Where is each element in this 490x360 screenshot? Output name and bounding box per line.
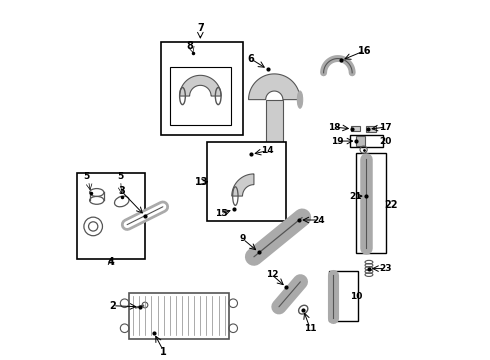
Text: 11: 11 xyxy=(304,324,316,333)
Text: 7: 7 xyxy=(197,23,204,33)
Text: 16: 16 xyxy=(358,46,371,56)
Text: 24: 24 xyxy=(312,216,324,225)
Bar xyxy=(351,126,360,131)
Text: 10: 10 xyxy=(349,292,362,301)
Bar xyxy=(170,67,231,125)
Bar xyxy=(77,173,145,258)
Text: 14: 14 xyxy=(261,146,273,155)
Text: 17: 17 xyxy=(379,123,392,132)
Bar xyxy=(356,136,366,146)
Bar xyxy=(207,143,286,221)
Text: 23: 23 xyxy=(379,264,392,273)
Bar xyxy=(161,42,243,135)
Text: 21: 21 xyxy=(349,192,361,201)
Text: 3: 3 xyxy=(119,186,125,197)
Polygon shape xyxy=(248,74,300,100)
Bar xyxy=(356,153,386,253)
Text: 19: 19 xyxy=(331,136,343,145)
Text: 12: 12 xyxy=(266,270,278,279)
Bar xyxy=(266,100,283,144)
Ellipse shape xyxy=(297,91,303,108)
Polygon shape xyxy=(232,174,254,196)
Bar xyxy=(329,271,358,321)
Text: 20: 20 xyxy=(379,136,391,145)
Text: 5: 5 xyxy=(118,172,124,181)
Text: 1: 1 xyxy=(159,347,166,357)
Text: 18: 18 xyxy=(328,123,341,132)
Polygon shape xyxy=(180,75,221,96)
Text: 15: 15 xyxy=(215,210,227,219)
Text: 8: 8 xyxy=(186,41,193,50)
Bar xyxy=(366,126,376,132)
Text: 22: 22 xyxy=(385,200,398,210)
Text: 9: 9 xyxy=(240,234,246,243)
Text: 4: 4 xyxy=(108,257,115,267)
Bar xyxy=(350,135,383,147)
Bar xyxy=(129,293,229,339)
Text: 13: 13 xyxy=(195,177,208,187)
Text: 6: 6 xyxy=(247,54,254,64)
Text: 5: 5 xyxy=(83,172,89,181)
Text: 2: 2 xyxy=(109,301,116,311)
